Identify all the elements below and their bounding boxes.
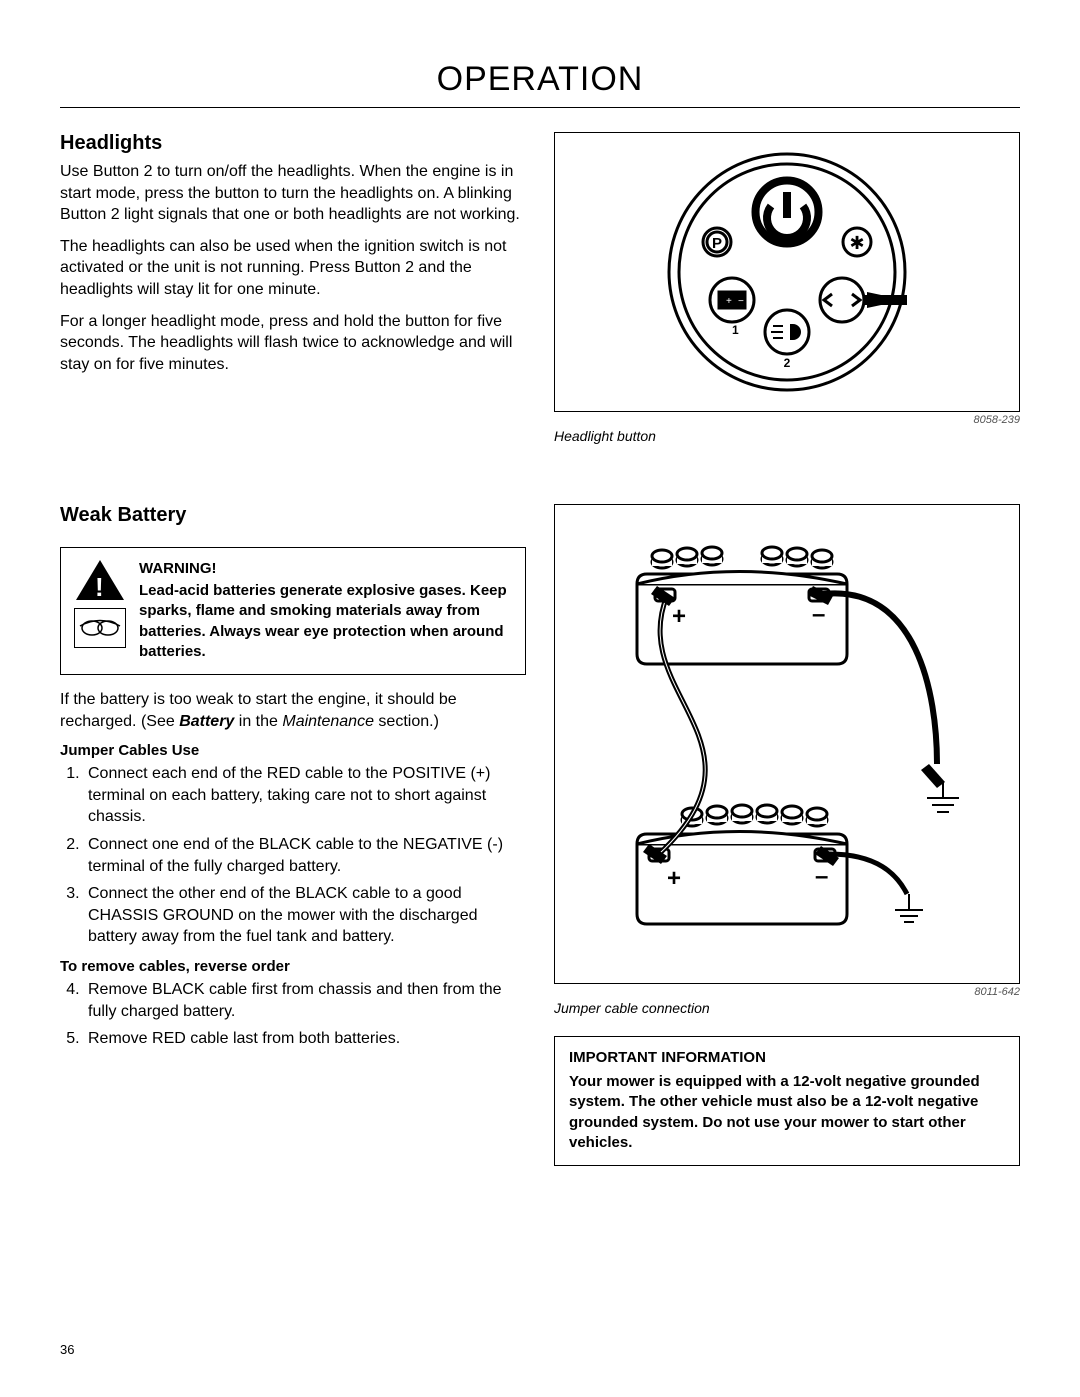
svg-text:✱: ✱ — [849, 233, 864, 253]
step-3: Connect the other end of the BLACK cable… — [84, 883, 526, 948]
headlights-section: Headlights Use Button 2 to turn on/off t… — [60, 132, 1020, 464]
weak-battery-intro: If the battery is too weak to start the … — [60, 689, 526, 732]
label-2: 2 — [784, 356, 791, 370]
remove-steps: Remove BLACK cable first from chassis an… — [60, 979, 526, 1050]
important-info-box: IMPORTANT INFORMATION Your mower is equi… — [554, 1036, 1020, 1166]
bot-plus: + — [667, 865, 681, 892]
figure2-number: 8011-642 — [554, 986, 1020, 998]
figure-jumper-cables: + – + – — [554, 504, 1020, 984]
top-minus: – — [812, 601, 825, 628]
label-1: 1 — [732, 323, 739, 337]
weak-battery-section: Weak Battery WARNING! Lead-acid batte — [60, 504, 1020, 1166]
svg-text:+: + — [726, 296, 732, 307]
remove-cables-heading: To remove cables, reverse order — [60, 958, 526, 975]
headlights-p2: The headlights can also be used when the… — [60, 236, 526, 301]
step-2: Connect one end of the BLACK cable to th… — [84, 834, 526, 877]
figure2-caption: Jumper cable connection — [554, 1000, 1020, 1016]
headlights-p3: For a longer headlight mode, press and h… — [60, 311, 526, 376]
warning-body: Lead-acid batteries generate explosive g… — [139, 581, 511, 662]
headlights-p1: Use Button 2 to turn on/off the headligh… — [60, 161, 526, 226]
important-title: IMPORTANT INFORMATION — [569, 1049, 1005, 1066]
important-body: Your mower is equipped with a 12-volt ne… — [569, 1072, 1005, 1153]
control-panel-icon: P ✱ + − — [637, 142, 937, 402]
warning-triangle-icon — [76, 560, 124, 600]
figure-headlight-button: P ✱ + − — [554, 132, 1020, 412]
page-title: OPERATION — [60, 60, 1020, 108]
bot-minus: – — [815, 863, 828, 890]
top-plus: + — [672, 603, 686, 630]
safety-goggles-icon — [74, 608, 126, 648]
svg-text:−: − — [738, 296, 744, 307]
step-4: Remove BLACK cable first from chassis an… — [84, 979, 526, 1022]
jumper-cables-heading: Jumper Cables Use — [60, 742, 526, 759]
jumper-cable-diagram-icon: + – + – — [577, 514, 997, 974]
figure1-caption: Headlight button — [554, 428, 1020, 444]
figure1-number: 8058-239 — [554, 414, 1020, 426]
step-5: Remove RED cable last from both batterie… — [84, 1028, 526, 1050]
headlights-heading: Headlights — [60, 132, 526, 155]
svg-text:P: P — [712, 235, 722, 252]
warning-title: WARNING! — [139, 560, 511, 577]
step-1: Connect each end of the RED cable to the… — [84, 763, 526, 828]
page-number: 36 — [60, 1342, 74, 1357]
connect-steps: Connect each end of the RED cable to the… — [60, 763, 526, 948]
weak-battery-heading: Weak Battery — [60, 504, 526, 527]
warning-box: WARNING! Lead-acid batteries generate ex… — [60, 547, 526, 675]
